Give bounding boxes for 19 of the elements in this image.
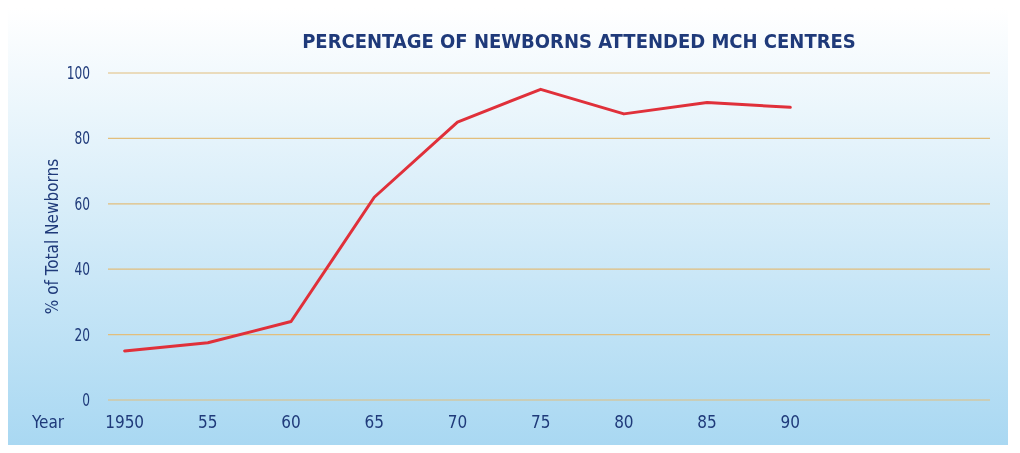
- x-tick-label: 90: [780, 412, 801, 432]
- x-tick-label: 1950: [105, 412, 145, 432]
- y-tick-label: 0: [82, 390, 90, 411]
- x-tick-label: 85: [697, 412, 717, 432]
- x-tick-label: 75: [530, 412, 551, 432]
- x-axis-title: Year: [30, 412, 65, 432]
- y-tick-label: 80: [74, 128, 90, 149]
- y-axis-title: % of Total Newborns: [42, 158, 62, 315]
- y-tick-label: 100: [66, 63, 90, 84]
- y-tick-label: 40: [74, 259, 90, 280]
- x-tick-label: 55: [198, 412, 218, 432]
- line-series: [123, 87, 792, 353]
- x-tick-label: 65: [364, 412, 384, 432]
- chart-title: PERCENTAGE OF NEWBORNS ATTENDED MCH CENTRES: [302, 29, 856, 53]
- x-tick-label: 80: [614, 412, 634, 432]
- y-tick-label: 20: [74, 325, 90, 345]
- x-tick-label: 70: [447, 412, 468, 432]
- x-tick-label: 60: [281, 412, 301, 432]
- y-tick-label: 60: [74, 194, 90, 215]
